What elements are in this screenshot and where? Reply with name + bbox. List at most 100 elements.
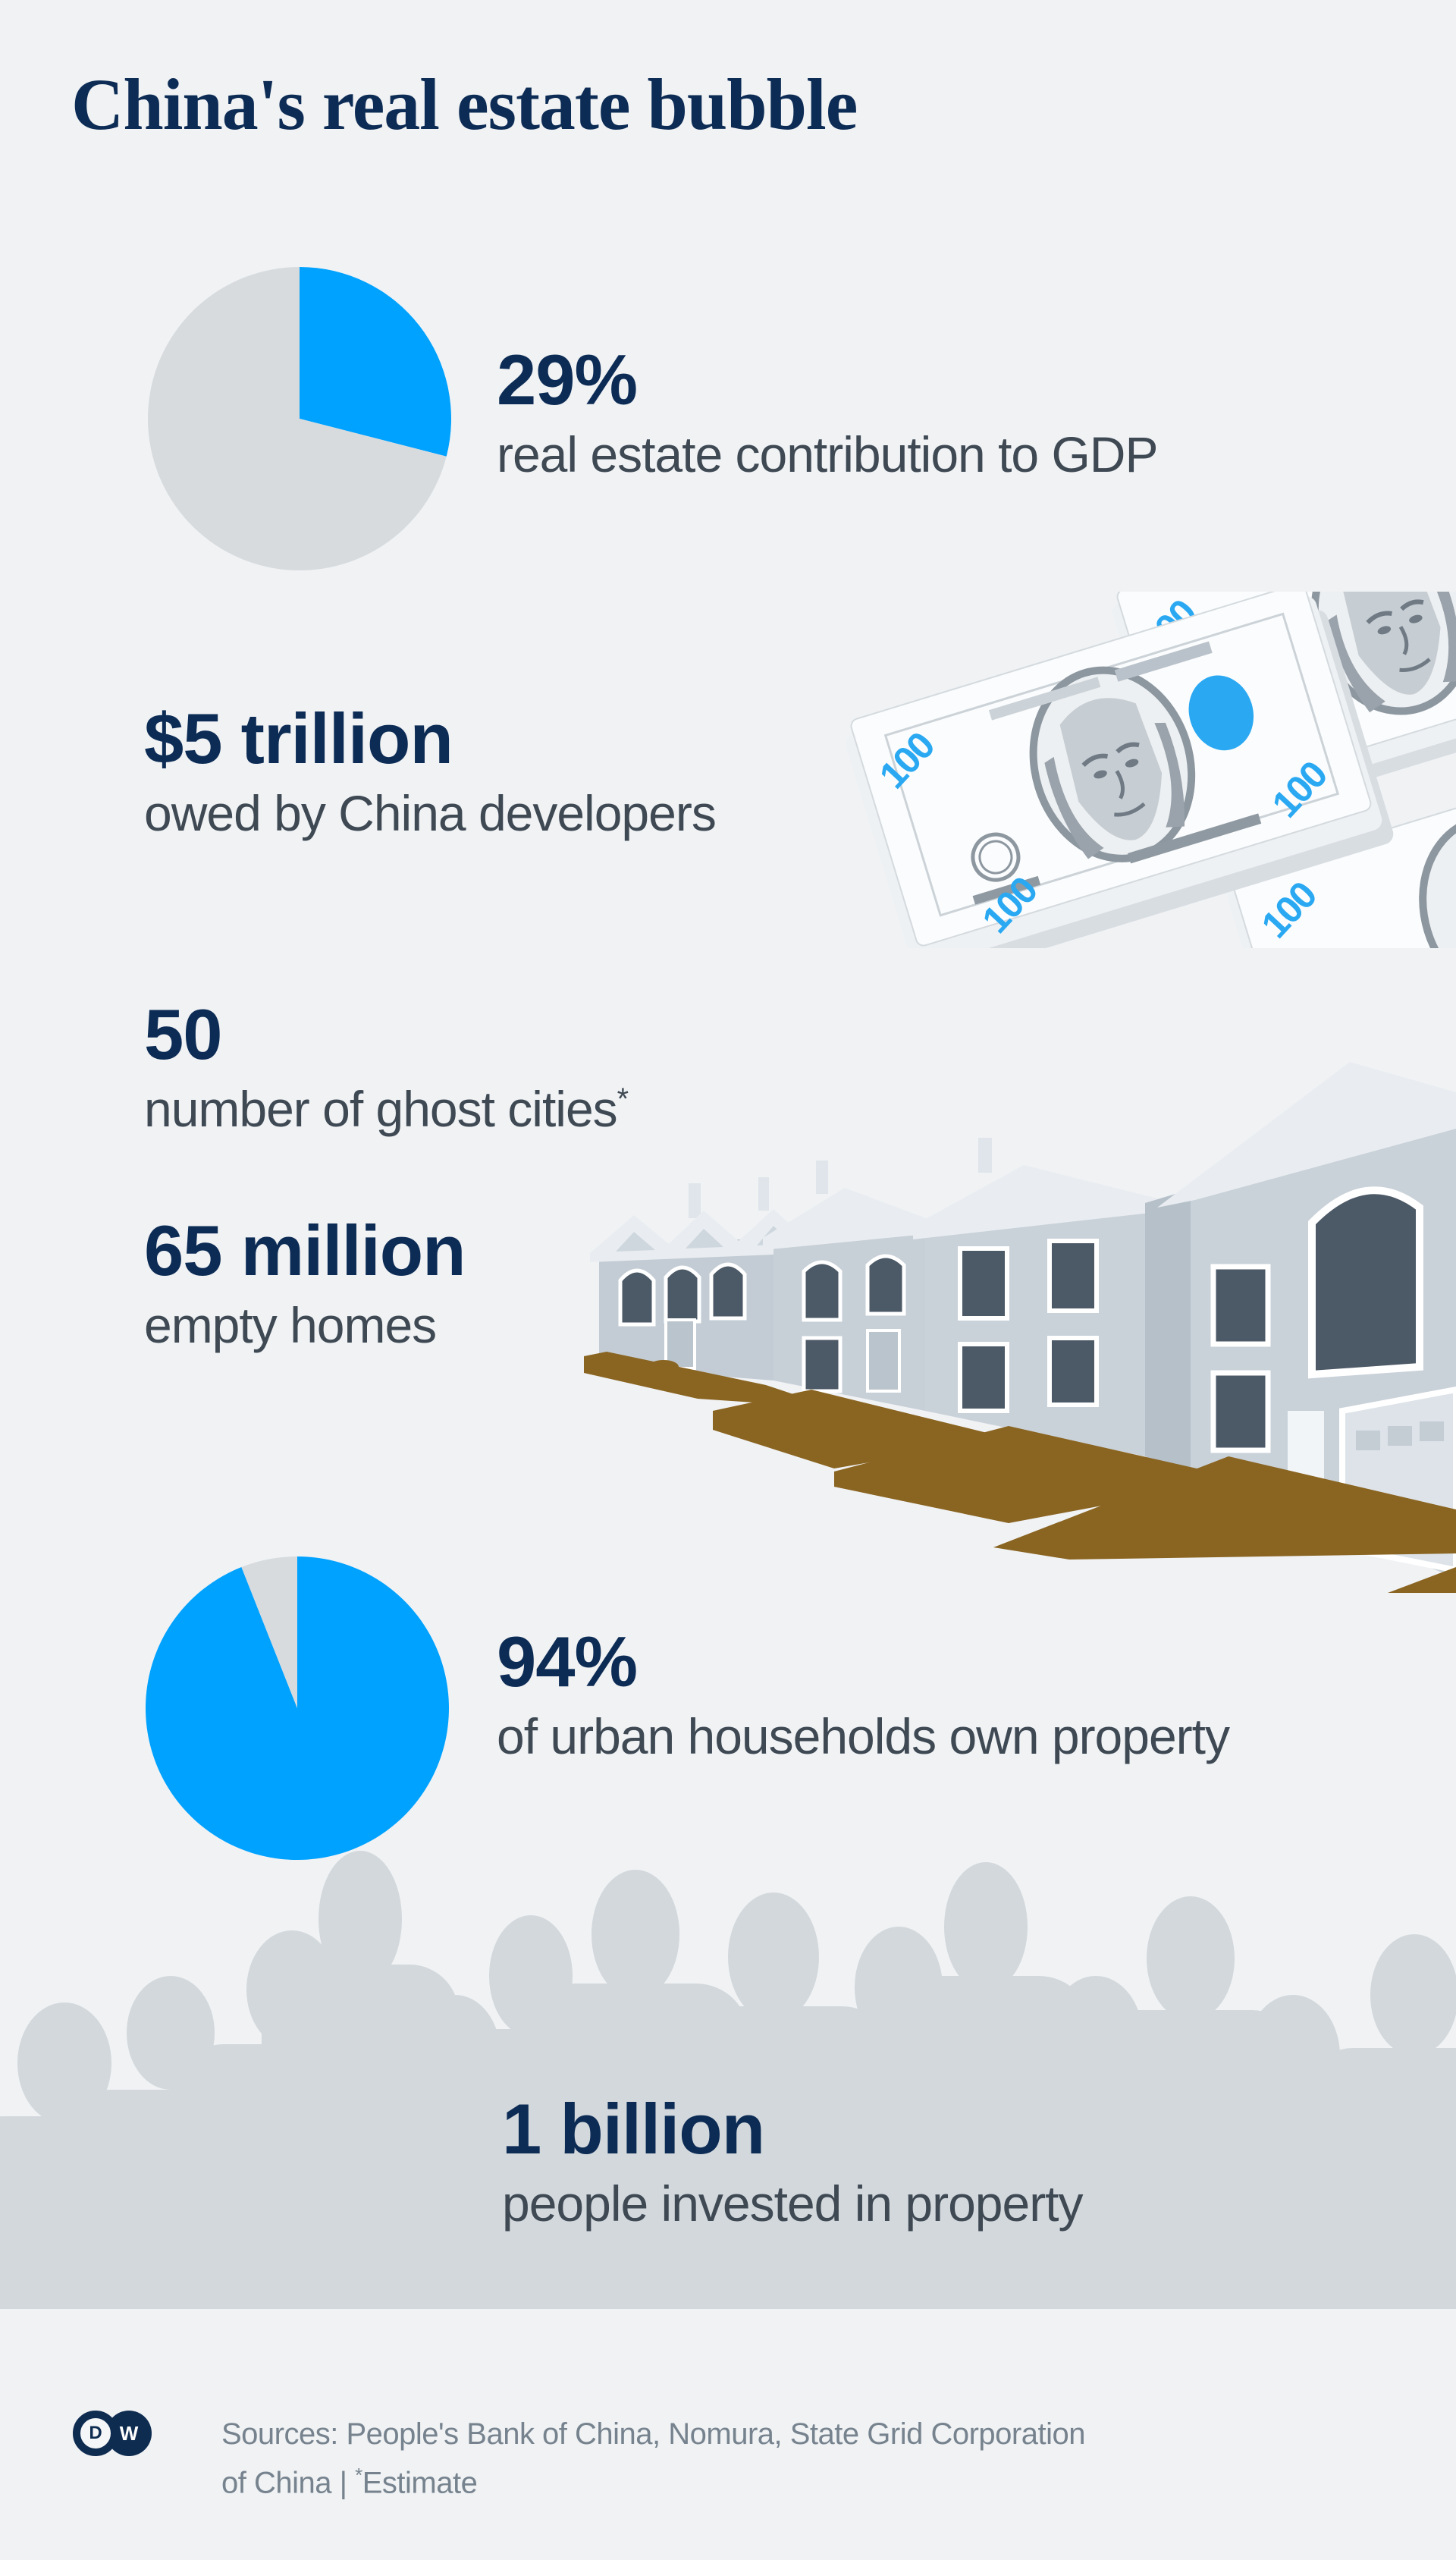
garage-window (1356, 1431, 1380, 1450)
driveway (584, 1352, 834, 1408)
stat-ghost-cities-label: number of ghost cities* (144, 1080, 629, 1137)
garage-window (1388, 1426, 1412, 1446)
sources-line2-text: of China | (221, 2466, 356, 2500)
bill-seal-ring (971, 832, 1021, 882)
stat-empty-homes-value: 65 million (144, 1211, 466, 1290)
franklin-hair (1327, 614, 1385, 713)
dw-logo: W D (73, 2411, 152, 2456)
house-side-wall (1145, 1189, 1191, 1476)
house-roof (1157, 1062, 1456, 1208)
window (802, 1336, 843, 1393)
pie-slice-urban-households-owning-property (146, 1556, 449, 1860)
house-small-left (590, 1177, 810, 1381)
stat-ownership-label-text: of urban households own property (497, 1707, 1230, 1764)
pie-chart-ownership (146, 1556, 449, 1860)
arched-window (865, 1254, 906, 1316)
money-stack-bottom: 100 100 (1227, 736, 1456, 948)
house-roof (763, 1188, 934, 1250)
stat-ownership-value: 94% (497, 1622, 638, 1701)
stat-ownership-label: of urban households own property (497, 1707, 1230, 1764)
dw-logo-w-letter: W (119, 2421, 139, 2445)
person-head (592, 1870, 679, 1999)
gable (686, 1229, 723, 1249)
stat-ownership: 94% of urban households own property (497, 1622, 1230, 1764)
franklin-hair (1154, 722, 1185, 828)
arched-window-large (1308, 1186, 1423, 1379)
garage-window (1420, 1421, 1444, 1441)
page-title: China's real estate bubble (71, 64, 858, 145)
franklin-mouth (1399, 658, 1431, 672)
window (958, 1246, 1009, 1321)
driveway (1388, 1567, 1456, 1593)
person-shoulders (1301, 2048, 1456, 2309)
window (1047, 1336, 1099, 1407)
chimney (758, 1177, 769, 1211)
stat-investors-label-text: people invested in property (502, 2175, 1084, 2232)
estimate-asterisk: * (355, 2464, 362, 2486)
stat-gdp: 29% real estate contribution to GDP (497, 340, 1158, 482)
stat-gdp-label: real estate contribution to GDP (497, 426, 1158, 482)
stat-ghost-cities-label-text: number of ghost cities (144, 1080, 618, 1137)
stat-debt-value: $5 trillion (144, 699, 453, 778)
ghost-houses-illustration (584, 1062, 1456, 1593)
franklin-hair (1044, 756, 1104, 859)
stat-ghost-cities-value: 50 (144, 994, 223, 1074)
franklin-portrait-oval (1419, 814, 1456, 948)
house-three (913, 1138, 1157, 1456)
person-head (1370, 1934, 1456, 2056)
franklin-brow (1081, 753, 1109, 768)
house-wall (774, 1223, 925, 1411)
crowd-silhouette-illustration (0, 1851, 1456, 2309)
pie-slice-rest-of-gdp (148, 267, 447, 570)
door (866, 1329, 901, 1393)
window (958, 1342, 1009, 1413)
stat-gdp-value: 29% (497, 340, 638, 419)
money-stacks-illustration: 100 100 100 100 (846, 592, 1456, 948)
franklin-hair (1432, 592, 1456, 683)
franklin-nose (1398, 626, 1409, 655)
stat-investors-value: 1 billion (502, 2089, 765, 2169)
person-head (1147, 1896, 1235, 2021)
stat-empty-homes-label: empty homes (144, 1297, 466, 1353)
door (664, 1318, 696, 1370)
person-head (728, 1893, 819, 2021)
chimney (816, 1161, 828, 1194)
dw-logo-d-letter: D (89, 2423, 102, 2443)
bill-blue-seal (1188, 675, 1254, 751)
franklin-brow (1366, 611, 1392, 625)
franklin-face (1341, 592, 1441, 695)
stat-empty-homes: 65 million empty homes (144, 1211, 466, 1353)
pie-chart-gdp-contribution (148, 267, 451, 570)
franklin-eye (1125, 759, 1139, 768)
house-roof (913, 1165, 1157, 1239)
estimate-word: Estimate (362, 2466, 478, 2500)
window (1047, 1239, 1099, 1313)
driveway-spot (648, 1360, 679, 1374)
stat-debt-label: owed by China developers (144, 784, 717, 841)
arched-window (802, 1260, 843, 1322)
bill-bar (972, 875, 1041, 905)
window (1210, 1264, 1271, 1347)
money-stack-front: 100 100 100 (846, 592, 1394, 948)
stat-gdp-label-text: real estate contribution to GDP (497, 426, 1158, 482)
franklin-brow (1116, 742, 1140, 754)
stat-developer-debt: $5 trillion owed by China developers (144, 699, 717, 841)
dw-logo-d-circle: D (73, 2411, 118, 2456)
gable (616, 1232, 655, 1252)
bill-seal-ring-inner (978, 840, 1013, 875)
person-head (17, 2002, 111, 2124)
franklin-eye (1377, 626, 1392, 635)
sources-line1: Sources: People's Bank of China, Nomura,… (221, 2417, 1085, 2451)
pie-slice-real-estate-contribution-to-gdp (300, 267, 451, 457)
bill-bar (1128, 813, 1262, 864)
driveway (993, 1456, 1456, 1560)
sources-text: Sources: People's Bank of China, Nomura,… (221, 2414, 1207, 2503)
driveway (834, 1426, 1244, 1523)
person-head (318, 1851, 402, 1987)
pie-slice-households-not-owning-property (241, 1556, 297, 1708)
chimney (689, 1183, 701, 1218)
driveways (584, 1352, 1456, 1593)
stat-debt-label-text: owed by China developers (144, 784, 717, 841)
franklin-brow (1400, 599, 1424, 611)
